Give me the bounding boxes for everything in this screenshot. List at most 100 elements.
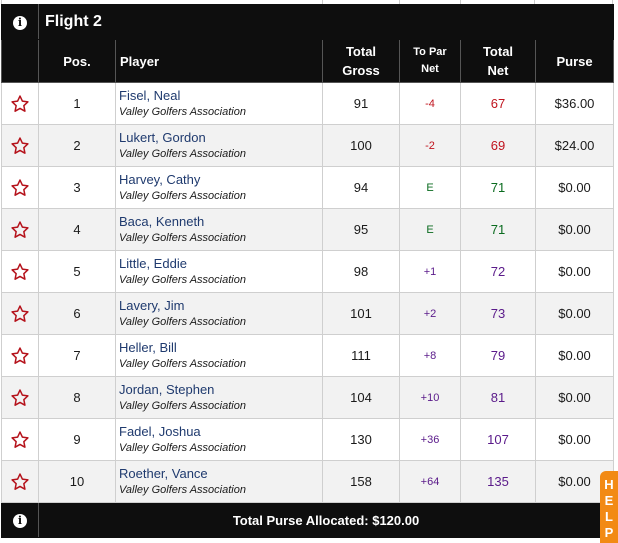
player-association: Valley Golfers Association (119, 232, 246, 244)
player-name-link[interactable]: Roether, Vance (119, 466, 208, 481)
favorite-cell[interactable] (1, 376, 39, 419)
total-net-cell: 107 (460, 418, 536, 461)
help-tab-label: HELP (604, 477, 614, 540)
star-outline-icon[interactable] (10, 304, 30, 324)
star-outline-icon[interactable] (10, 346, 30, 366)
star-outline-icon[interactable] (10, 178, 30, 198)
star-outline-icon[interactable] (10, 136, 30, 156)
star-outline-icon[interactable] (10, 262, 30, 282)
favorite-cell[interactable] (1, 334, 39, 377)
star-outline-icon[interactable] (10, 388, 30, 408)
total-net-column-header[interactable]: Total Net (460, 39, 536, 83)
player-cell: Fadel, Joshua Valley Golfers Association (115, 418, 323, 461)
to-par-net-cell: +36 (399, 418, 461, 461)
star-outline-icon[interactable] (10, 94, 30, 114)
player-name-link[interactable]: Harvey, Cathy (119, 172, 201, 187)
table-row: 10 Roether, Vance Valley Golfers Associati… (1, 460, 615, 503)
favorite-cell[interactable] (1, 124, 39, 167)
position-cell: 6 (38, 292, 116, 335)
table-row: 9 Fadel, Joshua Valley Golfers Association… (1, 418, 615, 461)
player-association: Valley Golfers Association (119, 190, 246, 202)
player-association: Valley Golfers Association (119, 148, 246, 160)
purse-cell: $24.00 (534, 124, 615, 167)
favorite-cell[interactable] (1, 166, 39, 209)
star-outline-icon[interactable] (10, 430, 30, 450)
info-circle-icon[interactable]: i (13, 514, 27, 528)
favorite-cell[interactable] (1, 82, 39, 125)
purse-cell: $0.00 (534, 376, 615, 419)
player-cell: Lavery, Jim Valley Golfers Association (115, 292, 323, 335)
flight-info-cell[interactable]: i (1, 4, 39, 40)
player-association: Valley Golfers Association (119, 106, 246, 118)
total-gross-cell: 111 (322, 334, 400, 377)
total-purse-allocated: Total Purse Allocated: $120.00 (37, 502, 615, 538)
player-cell: Roether, Vance Valley Golfers Association (115, 460, 323, 503)
favorite-cell[interactable] (1, 250, 39, 293)
footer-info-cell[interactable]: i (1, 502, 39, 538)
favorite-cell[interactable] (1, 292, 39, 335)
player-cell: Lukert, Gordon Valley Golfers Association (115, 124, 323, 167)
player-name-link[interactable]: Fisel, Neal (119, 88, 181, 103)
player-association: Valley Golfers Association (119, 484, 246, 496)
total-gross-cell: 98 (322, 250, 400, 293)
player-name-link[interactable]: Little, Eddie (119, 256, 187, 271)
player-name-link[interactable]: Jordan, Stephen (119, 382, 215, 397)
to-par-net-cell: +64 (399, 460, 461, 503)
to-par-net-cell: -4 (399, 82, 461, 125)
position-cell: 4 (38, 208, 116, 251)
flight-leaderboard-table: i Flight 2 Pos. Player Total Gross To Pa… (1, 4, 615, 538)
purse-cell: $0.00 (534, 334, 615, 377)
purse-cell: $0.00 (534, 208, 615, 251)
player-name-link[interactable]: Lavery, Jim (119, 298, 185, 313)
table-row: 8 Jordan, Stephen Valley Golfers Associati… (1, 376, 615, 419)
player-name-link[interactable]: Fadel, Joshua (119, 424, 201, 439)
player-column-header[interactable]: Player (115, 39, 323, 83)
total-net-cell: 72 (460, 250, 536, 293)
player-name-link[interactable]: Lukert, Gordon (119, 130, 206, 145)
table-row: 2 Lukert, Gordon Valley Golfers Associatio… (1, 124, 615, 167)
pos-column-header[interactable]: Pos. (38, 39, 116, 83)
player-cell: Fisel, Neal Valley Golfers Association (115, 82, 323, 125)
info-circle-icon[interactable]: i (13, 16, 27, 30)
purse-cell: $36.00 (534, 82, 615, 125)
total-net-cell: 135 (460, 460, 536, 503)
favorite-cell[interactable] (1, 460, 39, 503)
favorite-cell[interactable] (1, 418, 39, 461)
total-net-cell: 81 (460, 376, 536, 419)
to-par-net-cell: E (399, 208, 461, 251)
purse-column-header[interactable]: Purse (534, 39, 615, 83)
flight-header-row: i Flight 2 (1, 4, 615, 40)
column-header-row: Pos. Player Total Gross To Par Net Total… (1, 39, 615, 83)
purse-cell: $0.00 (534, 292, 615, 335)
total-net-cell: 71 (460, 166, 536, 209)
star-outline-icon[interactable] (10, 220, 30, 240)
position-cell: 5 (38, 250, 116, 293)
player-cell: Heller, Bill Valley Golfers Association (115, 334, 323, 377)
total-gross-column-header[interactable]: Total Gross (322, 39, 400, 83)
previous-table-edge (1, 0, 613, 4)
position-cell: 3 (38, 166, 116, 209)
total-gross-cell: 91 (322, 82, 400, 125)
star-outline-icon[interactable] (10, 472, 30, 492)
position-cell: 9 (38, 418, 116, 461)
total-gross-header-line1: Total (345, 44, 377, 59)
table-row: 1 Fisel, Neal Valley Golfers Association 91… (1, 82, 615, 125)
player-name-link[interactable]: Heller, Bill (119, 340, 177, 355)
player-association: Valley Golfers Association (119, 400, 246, 412)
to-par-header-line1: To Par (413, 46, 447, 58)
total-gross-cell: 100 (322, 124, 400, 167)
position-cell: 2 (38, 124, 116, 167)
favorite-cell[interactable] (1, 208, 39, 251)
to-par-net-cell: +1 (399, 250, 461, 293)
player-name-link[interactable]: Baca, Kenneth (119, 214, 205, 229)
total-net-cell: 69 (460, 124, 536, 167)
position-cell: 7 (38, 334, 116, 377)
player-cell: Little, Eddie Valley Golfers Association (115, 250, 323, 293)
total-gross-cell: 101 (322, 292, 400, 335)
help-tab[interactable]: HELP (600, 471, 618, 543)
to-par-net-column-header[interactable]: To Par Net (399, 39, 461, 83)
to-par-net-cell: E (399, 166, 461, 209)
table-row: 4 Baca, Kenneth Valley Golfers Association… (1, 208, 615, 251)
position-cell: 1 (38, 82, 116, 125)
player-association: Valley Golfers Association (119, 358, 246, 370)
